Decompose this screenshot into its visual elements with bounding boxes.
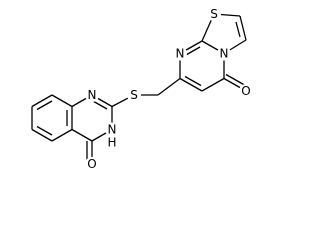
label-background [217, 46, 231, 61]
atom-label: O [241, 84, 250, 98]
atom-label: N [176, 47, 185, 61]
atom-hydrogen: H [107, 136, 116, 150]
atom-label: N [88, 88, 97, 102]
atom-label: S [210, 7, 218, 21]
label-background [173, 46, 187, 61]
label-background [127, 88, 141, 102]
atom-label: S [130, 88, 138, 102]
label-background [107, 135, 117, 149]
label-background [207, 7, 221, 21]
bonds [31, 13, 249, 164]
atom-label: N [220, 47, 229, 61]
label-background [85, 157, 99, 171]
label-background [239, 84, 253, 98]
atom-label: N [108, 123, 117, 137]
label-background [105, 122, 119, 137]
atom-label: O [87, 157, 96, 171]
label-background [85, 88, 99, 102]
